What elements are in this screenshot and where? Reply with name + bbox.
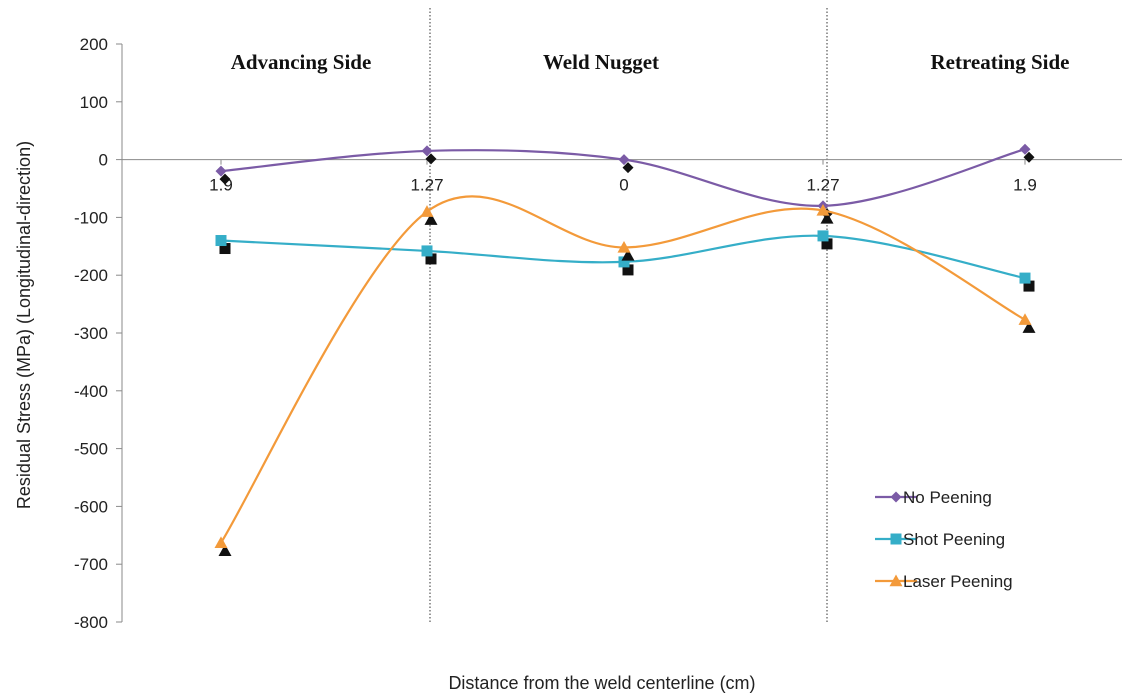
- y-tick-label: -300: [74, 324, 108, 343]
- data-point-shadow: [1022, 321, 1036, 333]
- x-axis-title: Distance from the weld centerline (cm): [448, 673, 755, 693]
- data-point-shadow: [621, 248, 635, 261]
- region-dividers: [429, 8, 828, 624]
- data-point-shadow: [1023, 280, 1035, 292]
- legend-label: Laser Peening: [903, 572, 1013, 591]
- series-group: [214, 143, 1036, 557]
- data-point: [420, 205, 434, 217]
- data-point: [421, 245, 433, 257]
- axes: 200 100 0 -100 -200 -300 -400 -500 -600 -700 -800 1…: [74, 35, 1122, 632]
- data-point-shadow: [820, 211, 834, 224]
- y-tick-label: 200: [80, 35, 108, 54]
- data-point: [214, 536, 228, 549]
- data-point-shadow: [622, 162, 634, 174]
- legend-label: No Peening: [903, 488, 992, 507]
- x-tick-label: 1.9: [1013, 176, 1037, 195]
- legend-item-2: Shot Peening: [875, 530, 1005, 549]
- data-point-shadow: [219, 173, 231, 185]
- legend-marker: [889, 574, 903, 587]
- data-point-shadow: [425, 253, 437, 265]
- y-tick-label: 0: [99, 151, 108, 170]
- data-point: [816, 203, 830, 216]
- series-laser-peening: [214, 195, 1036, 557]
- data-point: [817, 230, 829, 242]
- legend-marker: [890, 533, 902, 545]
- y-tick-label: -800: [74, 613, 108, 632]
- data-point: [421, 145, 433, 157]
- data-point-shadow: [622, 264, 634, 276]
- legend-label: Shot Peening: [903, 530, 1005, 549]
- data-point: [618, 256, 630, 268]
- legend: No Peening Shot Peening Laser Peening: [875, 488, 1013, 591]
- y-tick-label: -700: [74, 555, 108, 574]
- legend-item-3: Laser Peening: [875, 572, 1013, 591]
- y-tick-label: -100: [74, 208, 108, 227]
- region-label-2: Weld Nugget: [543, 50, 659, 74]
- data-point: [618, 154, 630, 166]
- data-point-shadow: [821, 238, 833, 250]
- region-labels: Advancing Side Weld Nugget Retreating Side: [231, 50, 1070, 74]
- y-tick-label: -600: [74, 497, 108, 516]
- data-point-shadow: [1023, 151, 1035, 163]
- data-point: [1019, 143, 1031, 155]
- data-point-shadow: [218, 544, 232, 557]
- x-tick-label: 0: [619, 176, 628, 195]
- data-point-shadow: [219, 243, 231, 255]
- legend-item-1: No Peening: [875, 488, 992, 507]
- data-point: [215, 235, 227, 247]
- data-point-shadow: [424, 213, 438, 225]
- data-point: [215, 165, 227, 177]
- data-point: [617, 240, 631, 253]
- data-point: [1019, 272, 1031, 284]
- y-tick-label: -400: [74, 382, 108, 401]
- x-tick-label: 1.27: [806, 176, 839, 195]
- legend-marker: [890, 491, 902, 503]
- region-label-3: Retreating Side: [930, 50, 1069, 74]
- data-point-shadow: [425, 153, 437, 165]
- series-shot-peening: [215, 230, 1035, 292]
- series-line: [220, 195, 1026, 544]
- y-tick-label: -200: [74, 266, 108, 285]
- y-axis-title: Residual Stress (MPa) (Longitudinal-dire…: [14, 141, 34, 509]
- data-point: [1018, 313, 1032, 325]
- region-label-1: Advancing Side: [231, 50, 372, 74]
- x-tick-label: 1.27: [410, 176, 443, 195]
- y-tick-label: -500: [74, 440, 108, 459]
- y-tick-label: 100: [80, 93, 108, 112]
